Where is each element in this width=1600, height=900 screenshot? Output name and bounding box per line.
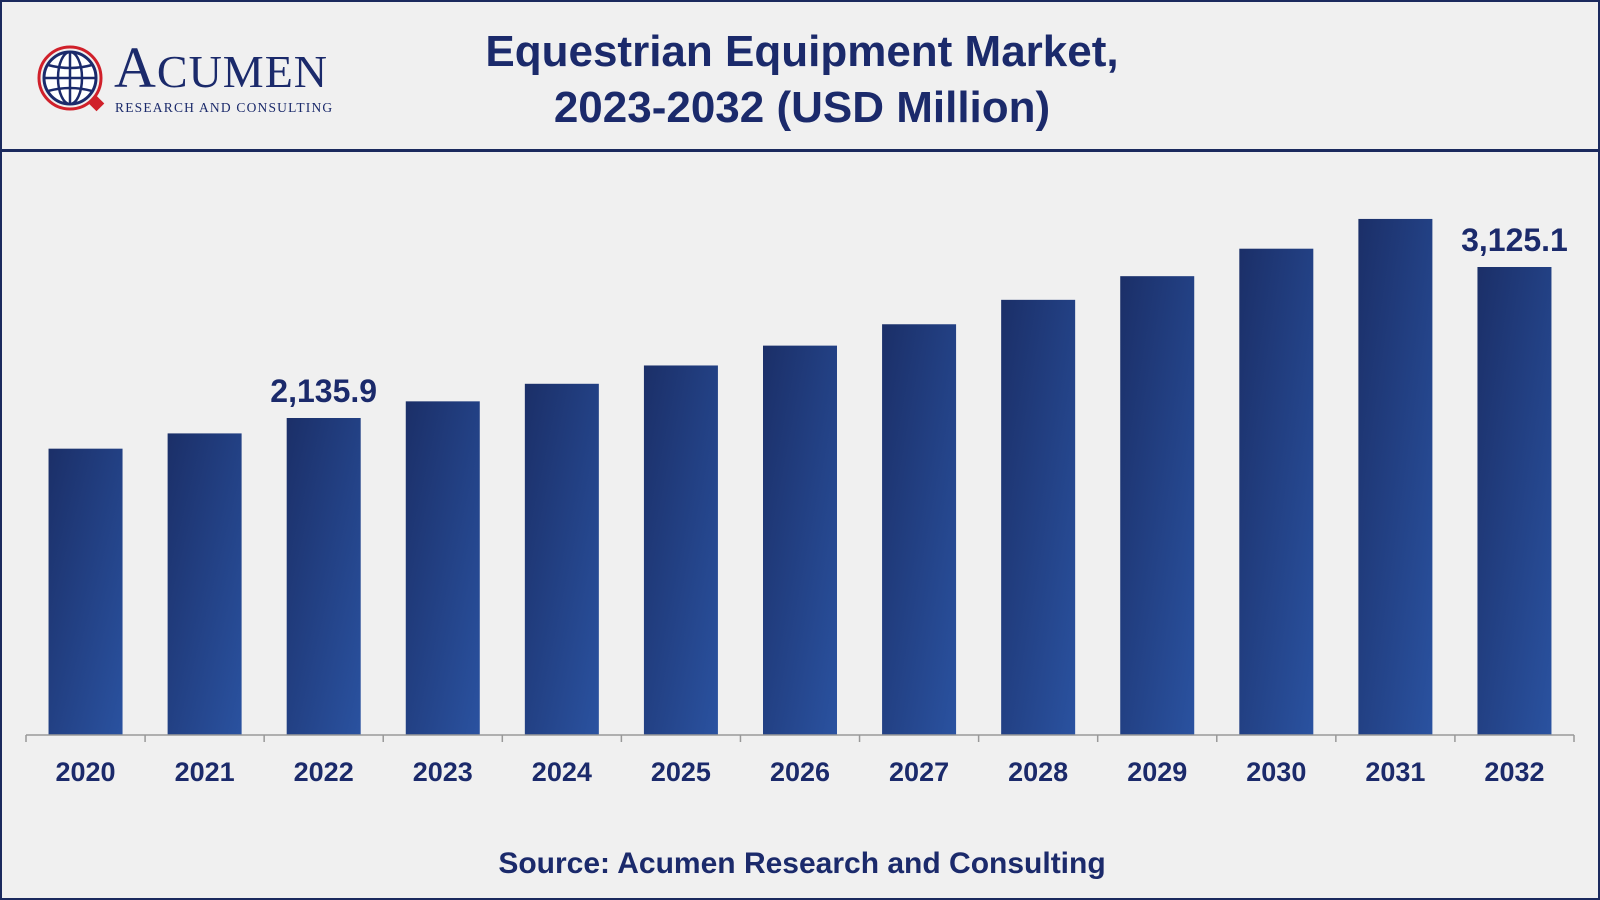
globe-icon — [37, 45, 105, 112]
logo-wordmark: ACUMEN — [114, 35, 329, 100]
chart-title: Equestrian Equipment Market, 2023-2032 (… — [382, 24, 1222, 136]
bar-2024 — [524, 383, 599, 735]
x-tick-label-2021: 2021 — [175, 757, 235, 787]
x-tick-label-2023: 2023 — [413, 757, 473, 787]
data-labels-group: 2,135.9 3,125.1 — [270, 222, 1568, 409]
x-tick-label-2028: 2028 — [1008, 757, 1068, 787]
chart-title-line1: Equestrian Equipment Market, — [485, 27, 1119, 76]
bar-2029 — [1120, 276, 1195, 735]
bar-2021 — [167, 433, 242, 735]
logo-subtitle: RESEARCH AND CONSULTING — [115, 100, 334, 115]
bar-2030 — [1239, 248, 1314, 735]
x-tick-label-2031: 2031 — [1365, 757, 1425, 787]
x-tick-label-2026: 2026 — [770, 757, 830, 787]
bar-2028 — [1001, 299, 1076, 735]
bar-2027 — [882, 324, 957, 735]
x-tick-label-2022: 2022 — [294, 757, 354, 787]
x-tick-label-2027: 2027 — [889, 757, 949, 787]
x-tick-label-2025: 2025 — [651, 757, 711, 787]
bar-2020 — [48, 448, 123, 735]
bar-2026 — [763, 345, 837, 735]
bar-2023 — [405, 401, 480, 735]
x-tick-label-2024: 2024 — [532, 757, 592, 787]
source-note: Source: Acumen Research and Consulting — [498, 847, 1106, 880]
x-tick-label-2032: 2032 — [1484, 757, 1544, 787]
header: ACUMEN RESEARCH AND CONSULTING Equestria… — [2, 2, 1598, 152]
bar-2025 — [643, 365, 718, 735]
bar-2032 — [1477, 267, 1552, 735]
chart-title-line2: 2023-2032 (USD Million) — [553, 83, 1051, 132]
bar-2022 — [286, 418, 361, 735]
x-axis: 2020 2021 2022 2023 2024 2025 2026 2027 2028 2029… — [25, 734, 1575, 787]
logo: ACUMEN RESEARCH AND CONSULTING — [32, 38, 362, 118]
bar-2031 — [1358, 218, 1433, 735]
x-tick-label-2030: 2030 — [1246, 757, 1306, 787]
x-tick-label-2020: 2020 — [55, 757, 115, 787]
bars-group — [48, 218, 1552, 735]
x-tick-label-2029: 2029 — [1127, 757, 1187, 787]
data-label-2022: 2,135.9 — [270, 373, 377, 409]
data-label-2032: 3,125.1 — [1461, 222, 1568, 258]
